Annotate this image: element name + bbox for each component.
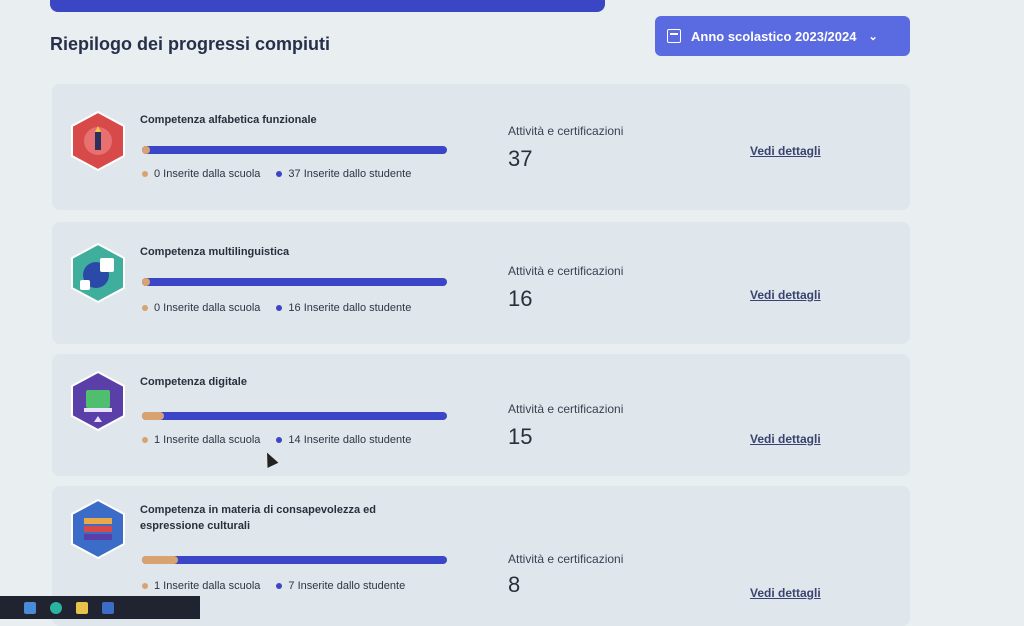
competency-title: Competenza multilinguistica [140,246,290,258]
header-bar [50,0,605,12]
school-year-select[interactable]: Anno scolastico 2023/2024 ⌄ [655,16,910,56]
stat-label: Attività e certificazioni [508,402,624,416]
competency-badge-icon [71,110,125,172]
student-dot-icon [276,437,283,443]
stat-label: Attività e certificazioni [508,264,624,278]
school-progress [142,146,150,154]
progress-bar [142,278,447,286]
competency-badge-icon [71,498,125,560]
school-count: 0 Inserite dalla scuola [154,168,261,180]
edge-icon[interactable] [50,601,62,614]
stat-label: Attività e certificazioni [508,124,624,138]
student-dot-icon [276,305,283,311]
progress-bar [142,146,447,154]
competency-badge-icon [71,242,125,304]
progress-legend: 0 Inserite dalla scuola 16 Inserite dall… [142,302,411,314]
competency-title: Competenza digitale [140,376,247,388]
school-dot-icon [142,437,148,443]
school-progress [142,556,178,564]
progress-bar [142,412,447,420]
school-count: 1 Inserite dalla scuola [154,580,261,592]
start-icon[interactable] [24,601,36,614]
stat-value: 37 [508,146,533,171]
student-count: 14 Inserite dallo studente [288,434,412,446]
competency-badge-icon [71,370,125,432]
school-dot-icon [142,171,148,177]
stat-value: 8 [508,572,521,597]
details-link[interactable]: Vedi dettagli [750,288,821,302]
file-explorer-icon[interactable] [76,601,88,614]
calendar-icon [667,29,681,43]
stat-value: 16 [508,286,533,311]
student-count: 16 Inserite dallo studente [288,302,412,314]
school-count: 0 Inserite dalla scuola [154,302,261,314]
student-dot-icon [276,171,283,177]
progress-legend: 0 Inserite dalla scuola 37 Inserite dall… [142,168,411,180]
student-dot-icon [276,583,283,589]
competency-card: Competenza alfabetica funzionale 0 Inser… [52,84,910,210]
store-icon[interactable] [102,601,114,614]
school-count: 1 Inserite dalla scuola [154,434,261,446]
competency-title: Competenza in materia di consapevolezza … [140,504,376,532]
details-link[interactable]: Vedi dettagli [750,586,821,600]
school-progress [142,278,150,286]
taskbar [0,596,200,619]
details-link[interactable]: Vedi dettagli [750,432,821,446]
school-year-label: Anno scolastico 2023/2024 [691,28,857,44]
competency-title: Competenza alfabetica funzionale [140,114,317,126]
stat-label: Attività e certificazioni [508,552,624,566]
competency-card: Competenza in materia di consapevolezza … [52,486,910,626]
details-link[interactable]: Vedi dettagli [750,144,821,158]
school-dot-icon [142,583,148,589]
school-progress [142,412,164,420]
competency-card: Competenza digitale 1 Inserite dalla scu… [52,354,910,476]
school-dot-icon [142,305,148,311]
competency-card: Competenza multilinguistica 0 Inserite d… [52,222,910,344]
progress-legend: 1 Inserite dalla scuola 14 Inserite dall… [142,434,411,446]
progress-bar [142,556,447,564]
chevron-down-icon: ⌄ [868,30,878,43]
stat-value: 15 [508,424,533,449]
student-count: 37 Inserite dallo studente [288,168,412,180]
student-count: 7 Inserite dallo studente [288,580,406,592]
page-title: Riepilogo dei progressi compiuti [50,34,331,54]
progress-legend: 1 Inserite dalla scuola 7 Inserite dallo… [142,580,405,592]
